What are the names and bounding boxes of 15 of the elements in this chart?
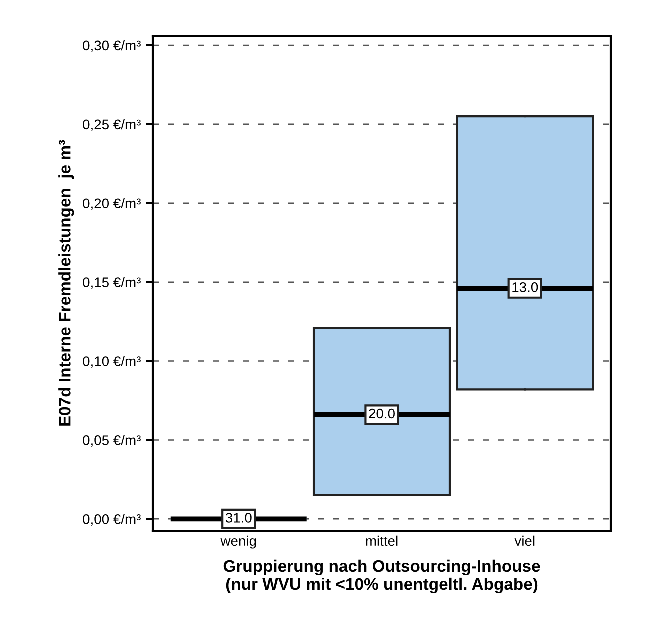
- annotation: 13.0: [512, 282, 538, 292]
- annotation: 20.0: [369, 408, 395, 419]
- annotation: 31.0: [226, 513, 252, 523]
- y-tick-label: 0,30 €/m³: [83, 40, 141, 52]
- x-tick-label: mittel: [366, 536, 398, 546]
- y-tick-label: 0,00 €/m³: [83, 514, 141, 526]
- x-axis-title: Gruppierung nach Outsourcing-Inhouse (nur WVU mit <10% unentgeltl. Abgabe): [224, 560, 540, 594]
- y-tick-label: 0,10 €/m³: [83, 356, 141, 368]
- y-tick-label: 0,15 €/m³: [83, 277, 141, 290]
- y-axis-title: E07d Interne Fremdleistungen je m³: [58, 140, 74, 426]
- x-tick-label: viel: [514, 536, 535, 546]
- x-tick-label: wenig: [220, 536, 256, 549]
- y-tick-label: 0,05 €/m³: [83, 435, 141, 448]
- y-tick-label: 0,20 €/m³: [83, 198, 141, 210]
- y-tick-label: 0,25 €/m³: [83, 119, 141, 132]
